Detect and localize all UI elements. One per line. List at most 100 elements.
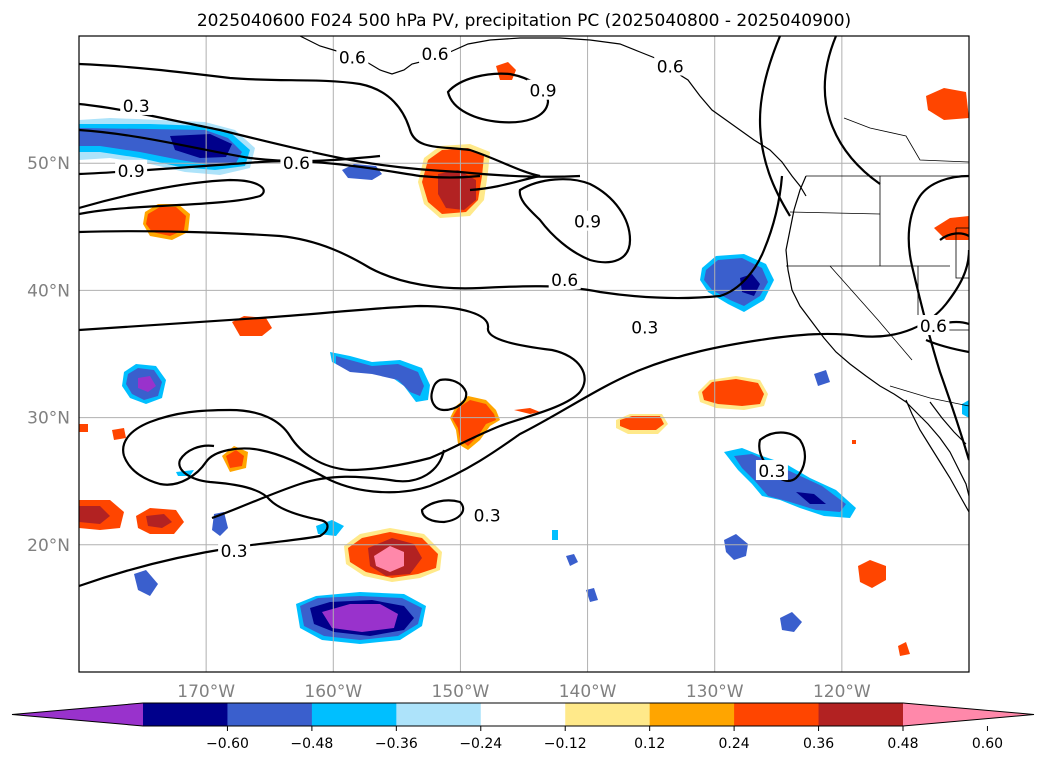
lon-tick-label: 140°W [559, 682, 617, 702]
contour-label-bg [419, 42, 451, 63]
precip-blob-neg [566, 554, 578, 566]
pv-contours [79, 36, 969, 588]
pv-contour [823, 36, 881, 185]
contour-label: 0.3 [221, 542, 248, 562]
precip-blob-neg [552, 530, 558, 540]
border-state [829, 265, 913, 361]
precip-blob-pos [514, 408, 540, 414]
precip-blob-pos [374, 546, 404, 572]
contour-label-bg [218, 540, 251, 561]
pv-contour [79, 175, 784, 300]
contour-label: 0.6 [339, 49, 366, 69]
contour-label: 0.9 [530, 82, 557, 102]
contour-labels: 0.6 0.6 0.6 0.9 0.3 0.6 0.9 0.9 0.6 0.3 0.3 0.3 0.3 0… [115, 42, 950, 562]
lon-tick-label: 160°W [304, 682, 362, 702]
contour-label-bg [115, 159, 148, 180]
precip-blob-pos [226, 450, 244, 468]
contour-label-bg [571, 210, 604, 231]
pv-contour [939, 232, 969, 241]
contour-label-bg [548, 269, 581, 290]
pv-contour [907, 174, 969, 461]
lat-tick-label: 50°N [27, 154, 70, 174]
lon-tick-label: 170°W [177, 682, 235, 702]
precip-blob-neg [780, 612, 802, 632]
lon-tick-label: 130°W [686, 682, 744, 702]
colorbar-swatch [311, 703, 397, 726]
colorbar-extend-low [12, 703, 143, 726]
precip-blob-neg [322, 604, 398, 632]
colorbar-swatch [734, 703, 820, 726]
colorbar-extend-high [903, 703, 1034, 726]
precip-blob-pos [232, 316, 272, 336]
precip-blob-neg [586, 588, 598, 602]
coastline-gulf [929, 401, 967, 445]
colorbar-tick-label: 0.12 [634, 736, 665, 752]
precip-blob-neg [962, 400, 969, 418]
coastline-alaska [299, 36, 807, 197]
coastline-baja [905, 399, 969, 513]
colorbar-swatch [396, 703, 482, 726]
contour-label-bg [917, 315, 950, 336]
colorbar-outline [11, 702, 1035, 727]
precip-blob-neg [316, 520, 344, 536]
precip-blob-neg [212, 512, 228, 536]
contour-label-bg [527, 79, 560, 100]
contour-label: 0.9 [574, 213, 601, 233]
colorbar-tick-label: 0.24 [719, 736, 750, 752]
pv-contour [430, 378, 468, 412]
contour-label: 0.3 [474, 507, 501, 527]
precip-blob-neg [814, 370, 830, 386]
colorbar-swatch [143, 703, 228, 726]
pv-contour [859, 249, 969, 338]
contour-label-bg [336, 46, 369, 67]
colorbar-tick-label: −0.12 [544, 736, 587, 752]
contour-label: 0.6 [920, 317, 947, 337]
precip-blob-pos [79, 424, 88, 432]
political-borders [786, 117, 969, 407]
pv-contour [122, 332, 861, 494]
colorbar-swatch [565, 703, 651, 726]
colorbar-tick-label: −0.60 [206, 736, 249, 752]
pv-contour [79, 304, 586, 472]
precip-blob-pos [438, 170, 476, 210]
border-state [789, 211, 881, 215]
precipitation-fill-layer [79, 62, 969, 656]
colorbar-tick-label: 0.60 [972, 736, 1003, 752]
border-state [955, 228, 969, 279]
precip-blob-pos [702, 379, 764, 406]
contour-label: 0.6 [551, 271, 578, 291]
precip-blob-neg [138, 376, 156, 392]
colorbar-tick-label: −0.48 [290, 736, 333, 752]
pv-contour [211, 449, 446, 520]
pv-contour [758, 36, 791, 217]
precip-blob-neg [134, 570, 158, 596]
lat-tick-label: 40°N [27, 281, 70, 301]
contour-label: 0.9 [118, 162, 145, 182]
border-state [843, 117, 969, 163]
precip-blob-pos [898, 642, 910, 656]
pv-contour [758, 431, 806, 482]
contour-label: 0.3 [631, 318, 658, 338]
precip-blob-pos [79, 506, 110, 524]
pv-contour [79, 102, 581, 178]
pv-contour [79, 178, 265, 216]
border-us-mexico [889, 385, 969, 407]
contour-label-bg [120, 94, 153, 115]
contour-label-bg [628, 316, 661, 337]
contour-label-bg [471, 504, 504, 525]
colorbar-tick-label: −0.36 [375, 736, 418, 752]
precip-blob-pos [112, 428, 126, 440]
colorbar-tick-label: 0.36 [803, 736, 834, 752]
coastlines [299, 36, 969, 513]
precip-blob-pos [146, 207, 186, 236]
contour-label: 0.3 [123, 97, 150, 117]
contour-label: 0.6 [657, 58, 684, 78]
pv-contour [79, 128, 381, 163]
lon-tick-label: 150°W [432, 682, 490, 702]
precip-blob-pos [858, 560, 886, 588]
colorbar-tick-label: 0.48 [887, 736, 918, 752]
coastline-us-west [785, 175, 969, 497]
contour-label: 0.3 [758, 462, 785, 482]
precip-blob-pos [496, 62, 516, 80]
